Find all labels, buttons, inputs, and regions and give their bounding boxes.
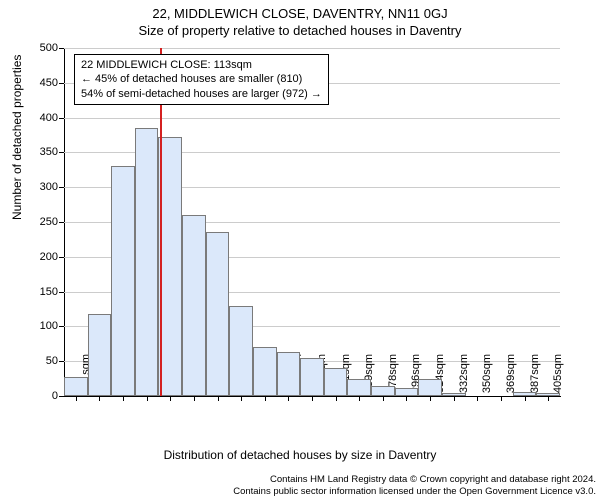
histogram-bar [64,377,88,396]
chart-title-line1: 22, MIDDLEWICH CLOSE, DAVENTRY, NN11 0GJ [0,0,600,21]
ytick-label: 250 [18,216,58,228]
ytick-label: 400 [18,112,58,124]
gridline [64,118,560,119]
xtick-mark [336,396,337,401]
histogram-bar [418,379,442,396]
ytick-label: 500 [18,42,58,54]
histogram-bar [253,347,277,396]
xtick-mark [548,396,549,401]
ytick-label: 450 [18,77,58,89]
xtick-mark [170,396,171,401]
histogram-bar [300,358,324,396]
xtick-mark [99,396,100,401]
xtick-label: 350sqm [481,354,493,400]
histogram-bar [229,306,253,396]
chart-container: 22, MIDDLEWICH CLOSE, DAVENTRY, NN11 0GJ… [0,0,600,500]
histogram-bar [135,128,159,396]
chart-title-line2: Size of property relative to detached ho… [0,21,600,38]
ytick-mark [59,257,64,258]
ytick-mark [59,152,64,153]
ytick-mark [59,326,64,327]
ytick-mark [59,187,64,188]
histogram-bar [111,166,135,396]
xtick-mark [265,396,266,401]
footer-line2: Contains public sector information licen… [0,486,596,497]
histogram-bar [158,137,182,396]
xtick-mark [76,396,77,401]
histogram-bar [347,379,371,396]
plot-area: 22 MIDDLEWICH CLOSE: 113sqm ← 45% of det… [64,48,560,396]
annotation-line3: 54% of semi-detached houses are larger (… [81,87,322,101]
xtick-mark [241,396,242,401]
footer-line1: Contains HM Land Registry data © Crown c… [0,474,596,485]
histogram-bar [395,388,419,396]
annotation-box: 22 MIDDLEWICH CLOSE: 113sqm ← 45% of det… [74,54,329,105]
ytick-label: 200 [18,251,58,263]
xtick-mark [123,396,124,401]
histogram-bar [88,314,112,396]
xtick-mark [218,396,219,401]
xtick-mark [430,396,431,401]
xtick-mark [359,396,360,401]
xtick-mark [194,396,195,401]
xtick-mark [312,396,313,401]
ytick-mark [59,396,64,397]
footer-attribution: Contains HM Land Registry data © Crown c… [0,474,600,497]
histogram-bar [182,215,206,396]
ytick-label: 0 [18,390,58,402]
annotation-line2: ← 45% of detached houses are smaller (81… [81,72,322,86]
xtick-mark [147,396,148,401]
ytick-mark [59,361,64,362]
xtick-mark [477,396,478,401]
ytick-label: 350 [18,146,58,158]
ytick-mark [59,292,64,293]
histogram-bar [277,352,301,396]
xtick-mark [525,396,526,401]
gridline [64,48,560,49]
xtick-mark [406,396,407,401]
xtick-mark [288,396,289,401]
histogram-bar [324,368,348,396]
histogram-bar [442,393,466,396]
ytick-mark [59,83,64,84]
histogram-bar [536,393,560,396]
ytick-mark [59,222,64,223]
ytick-mark [59,118,64,119]
ytick-label: 50 [18,355,58,367]
annotation-line1: 22 MIDDLEWICH CLOSE: 113sqm [81,58,322,72]
histogram-bar [371,386,395,396]
ytick-mark [59,48,64,49]
xtick-mark [454,396,455,401]
x-axis-label: Distribution of detached houses by size … [0,448,600,462]
ytick-label: 100 [18,320,58,332]
histogram-bar [513,392,537,396]
ytick-label: 150 [18,286,58,298]
ytick-label: 300 [18,181,58,193]
xtick-mark [383,396,384,401]
histogram-bar [206,232,230,396]
xtick-mark [501,396,502,401]
